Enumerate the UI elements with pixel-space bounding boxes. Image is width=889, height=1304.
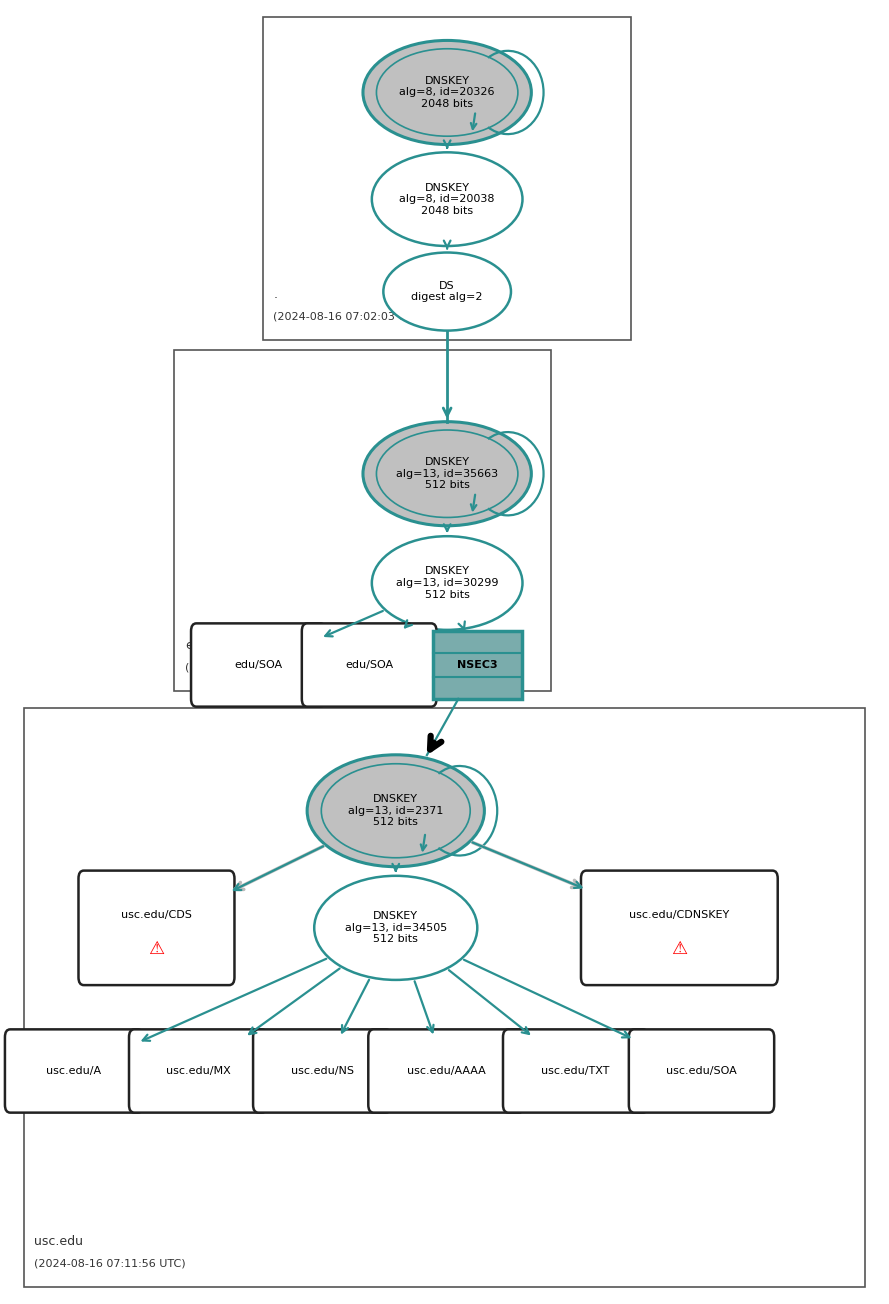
Text: NSEC3: NSEC3 (457, 660, 498, 670)
Text: DNSKEY
alg=13, id=30299
512 bits: DNSKEY alg=13, id=30299 512 bits (396, 566, 499, 600)
Ellipse shape (372, 536, 523, 630)
Ellipse shape (314, 876, 477, 979)
Text: (2024-08-16 07:02:03 UTC): (2024-08-16 07:02:03 UTC) (274, 312, 425, 322)
Text: ⚠: ⚠ (671, 940, 687, 957)
FancyBboxPatch shape (302, 623, 436, 707)
Text: edu: edu (185, 639, 208, 652)
Text: DS
digest alg=2: DS digest alg=2 (412, 280, 483, 303)
Text: usc.edu/NS: usc.edu/NS (291, 1065, 354, 1076)
Text: DNSKEY
alg=13, id=35663
512 bits: DNSKEY alg=13, id=35663 512 bits (396, 458, 498, 490)
Text: usc.edu/TXT: usc.edu/TXT (541, 1065, 610, 1076)
Text: DNSKEY
alg=13, id=2371
512 bits: DNSKEY alg=13, id=2371 512 bits (348, 794, 444, 827)
FancyBboxPatch shape (263, 17, 630, 340)
Text: edu/SOA: edu/SOA (235, 660, 283, 670)
Text: DNSKEY
alg=8, id=20326
2048 bits: DNSKEY alg=8, id=20326 2048 bits (399, 76, 495, 110)
Text: usc.edu/CDS: usc.edu/CDS (121, 910, 192, 919)
FancyBboxPatch shape (581, 871, 778, 985)
Ellipse shape (363, 40, 532, 145)
FancyBboxPatch shape (368, 1029, 525, 1112)
FancyBboxPatch shape (23, 708, 866, 1287)
Text: (2024-08-16 07:11:56 UTC): (2024-08-16 07:11:56 UTC) (34, 1258, 186, 1269)
Text: usc.edu: usc.edu (34, 1235, 84, 1248)
Ellipse shape (383, 253, 511, 331)
Text: usc.edu/MX: usc.edu/MX (165, 1065, 230, 1076)
FancyBboxPatch shape (191, 623, 325, 707)
FancyBboxPatch shape (433, 631, 522, 699)
Text: usc.edu/CDNSKEY: usc.edu/CDNSKEY (629, 910, 730, 919)
Text: DNSKEY
alg=8, id=20038
2048 bits: DNSKEY alg=8, id=20038 2048 bits (399, 183, 495, 215)
Text: (2024-08-16 07:11:27 UTC): (2024-08-16 07:11:27 UTC) (185, 662, 337, 673)
Text: .: . (274, 288, 277, 301)
FancyBboxPatch shape (629, 1029, 774, 1112)
FancyBboxPatch shape (78, 871, 235, 985)
FancyBboxPatch shape (5, 1029, 143, 1112)
Text: DNSKEY
alg=13, id=34505
512 bits: DNSKEY alg=13, id=34505 512 bits (345, 911, 447, 944)
Text: ⚠: ⚠ (148, 940, 164, 957)
FancyBboxPatch shape (253, 1029, 391, 1112)
FancyBboxPatch shape (129, 1029, 268, 1112)
Text: usc.edu/A: usc.edu/A (46, 1065, 101, 1076)
Ellipse shape (321, 764, 470, 858)
Text: edu/SOA: edu/SOA (345, 660, 393, 670)
Ellipse shape (307, 755, 485, 867)
Ellipse shape (376, 48, 518, 136)
Ellipse shape (372, 153, 523, 246)
Text: usc.edu/SOA: usc.edu/SOA (666, 1065, 737, 1076)
Ellipse shape (363, 421, 532, 526)
FancyBboxPatch shape (503, 1029, 648, 1112)
FancyBboxPatch shape (174, 349, 551, 691)
Text: usc.edu/AAAA: usc.edu/AAAA (407, 1065, 485, 1076)
Ellipse shape (376, 430, 518, 518)
